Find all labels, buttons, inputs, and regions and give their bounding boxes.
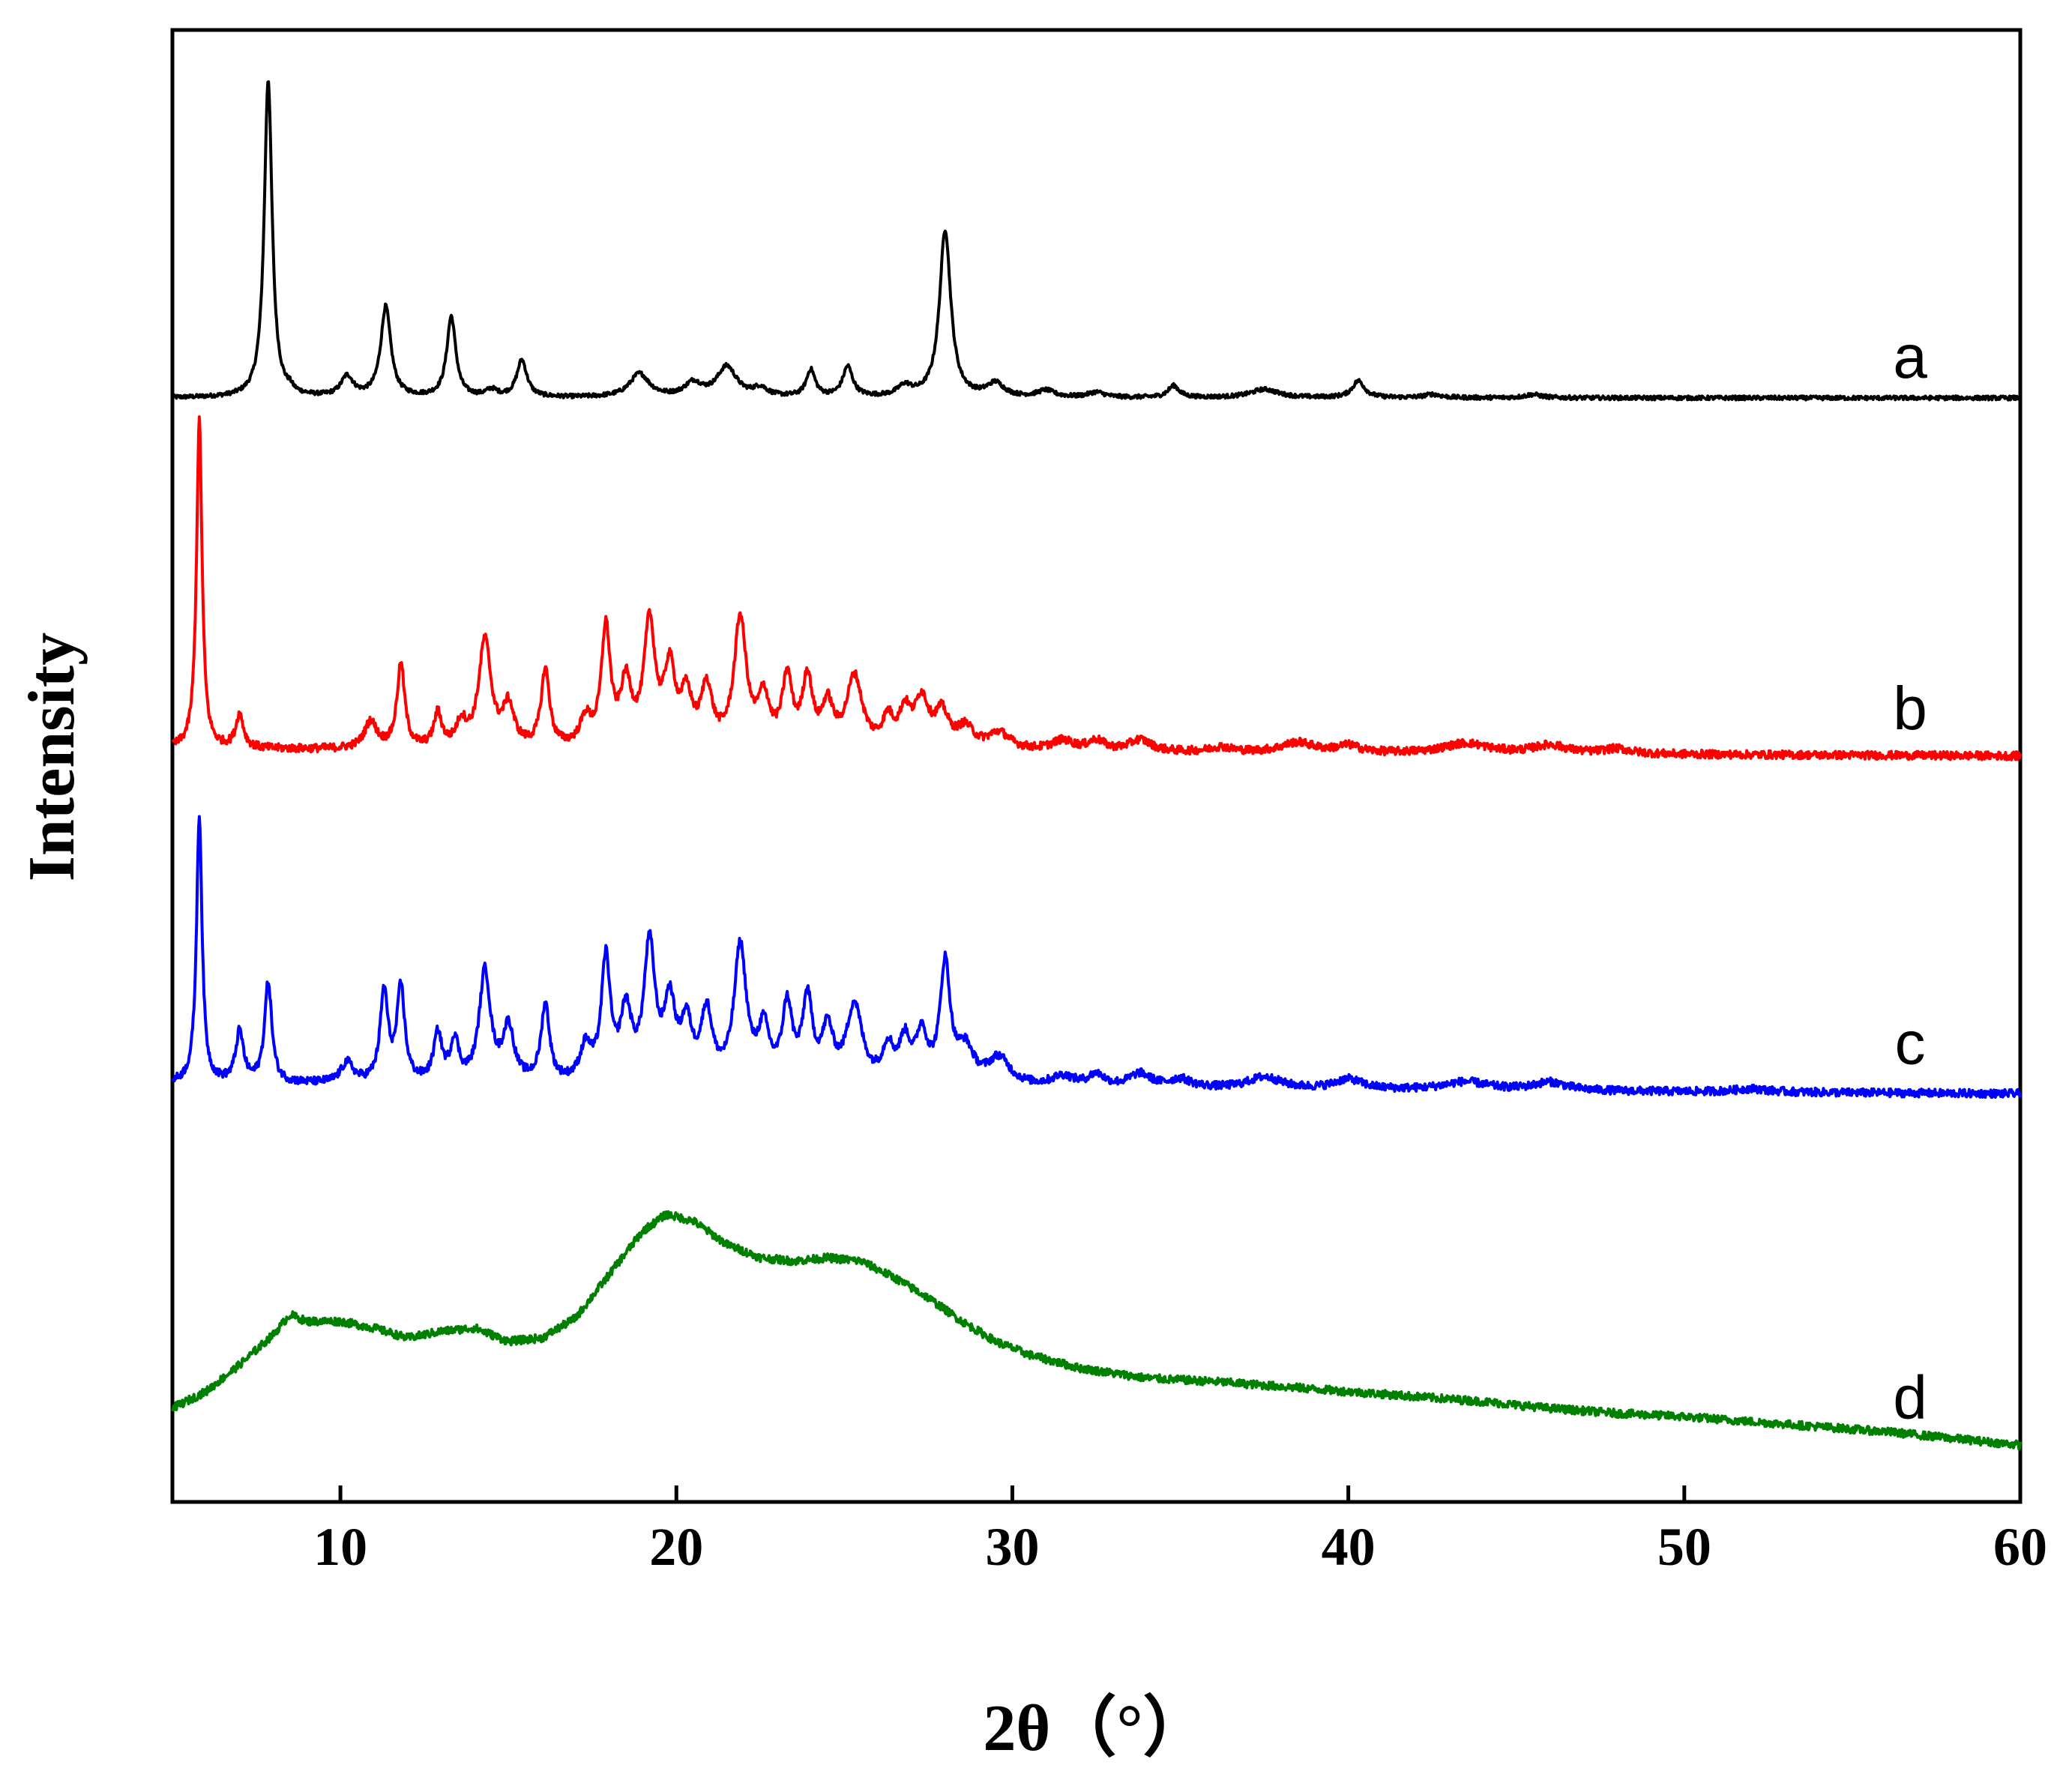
x-tick-label-50: 50	[1657, 1517, 1711, 1577]
y-axis-title: Intensity	[16, 633, 88, 882]
x-axis-ticks: 10 20 30 40 50 60	[313, 1485, 2047, 1577]
series-label-d: d	[1893, 1363, 1927, 1431]
x-tick-label-40: 40	[1322, 1517, 1376, 1577]
series-line-b	[171, 415, 2022, 761]
x-tick-label-30: 30	[985, 1517, 1039, 1577]
series-line-d	[171, 1210, 2022, 1451]
series-label-c: c	[1895, 1009, 1926, 1077]
series-label-b: b	[1893, 675, 1927, 743]
series-group	[171, 80, 2022, 1451]
x-tick-label-60: 60	[1993, 1517, 2047, 1577]
series-label-a: a	[1893, 323, 1927, 391]
x-tick-label-20: 20	[649, 1517, 703, 1577]
series-line-a	[171, 80, 2022, 402]
series-line-c	[171, 815, 2022, 1099]
plot-frame	[170, 28, 2023, 1504]
x-tick-label-10: 10	[313, 1517, 367, 1577]
series-labels: a b c d	[1893, 323, 1927, 1431]
x-axis-title: 2θ（°）	[983, 1692, 1208, 1765]
